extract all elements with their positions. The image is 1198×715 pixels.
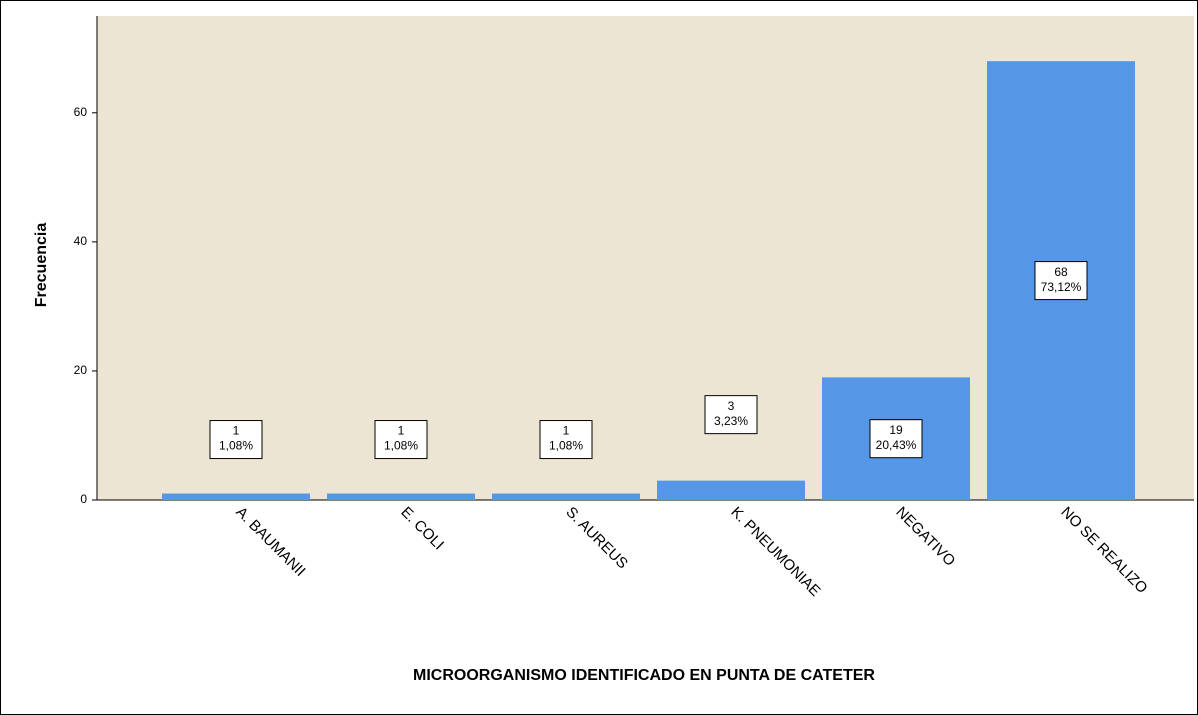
y-tick-label: 60 <box>74 105 88 119</box>
data-label: 11,08% <box>374 420 428 460</box>
bar <box>162 493 310 500</box>
data-label-count: 3 <box>728 399 735 413</box>
x-axis-title: MICROORGANISMO IDENTIFICADO EN PUNTA DE … <box>413 667 875 684</box>
data-label-percent: 73,12% <box>1041 280 1082 294</box>
y-axis-title: Frecuencia <box>33 223 50 308</box>
data-label: 33,23% <box>704 395 758 435</box>
data-label: 11,08% <box>539 420 593 460</box>
data-label-percent: 1,08% <box>384 439 418 453</box>
data-label-count: 68 <box>1054 265 1068 279</box>
data-label-percent: 1,08% <box>219 439 253 453</box>
y-tick-label: 0 <box>80 492 87 506</box>
data-label-count: 1 <box>563 424 570 438</box>
data-label-count: 1 <box>233 424 240 438</box>
data-label-box <box>374 420 428 460</box>
data-label-box <box>1034 261 1088 301</box>
y-tick-label: 40 <box>74 234 88 248</box>
data-label-box <box>704 395 758 435</box>
data-label-box <box>539 420 593 460</box>
data-label-percent: 20,43% <box>876 438 917 452</box>
data-label: 11,08% <box>209 420 263 460</box>
data-label-count: 1 <box>398 424 405 438</box>
bar <box>657 480 805 500</box>
data-label-percent: 1,08% <box>549 439 583 453</box>
bar <box>492 493 640 500</box>
data-label-percent: 3,23% <box>714 414 748 428</box>
data-label-box <box>209 420 263 460</box>
data-label-box <box>869 419 923 459</box>
y-tick-label: 20 <box>74 363 88 377</box>
data-label-count: 19 <box>889 423 903 437</box>
bar <box>327 493 475 500</box>
